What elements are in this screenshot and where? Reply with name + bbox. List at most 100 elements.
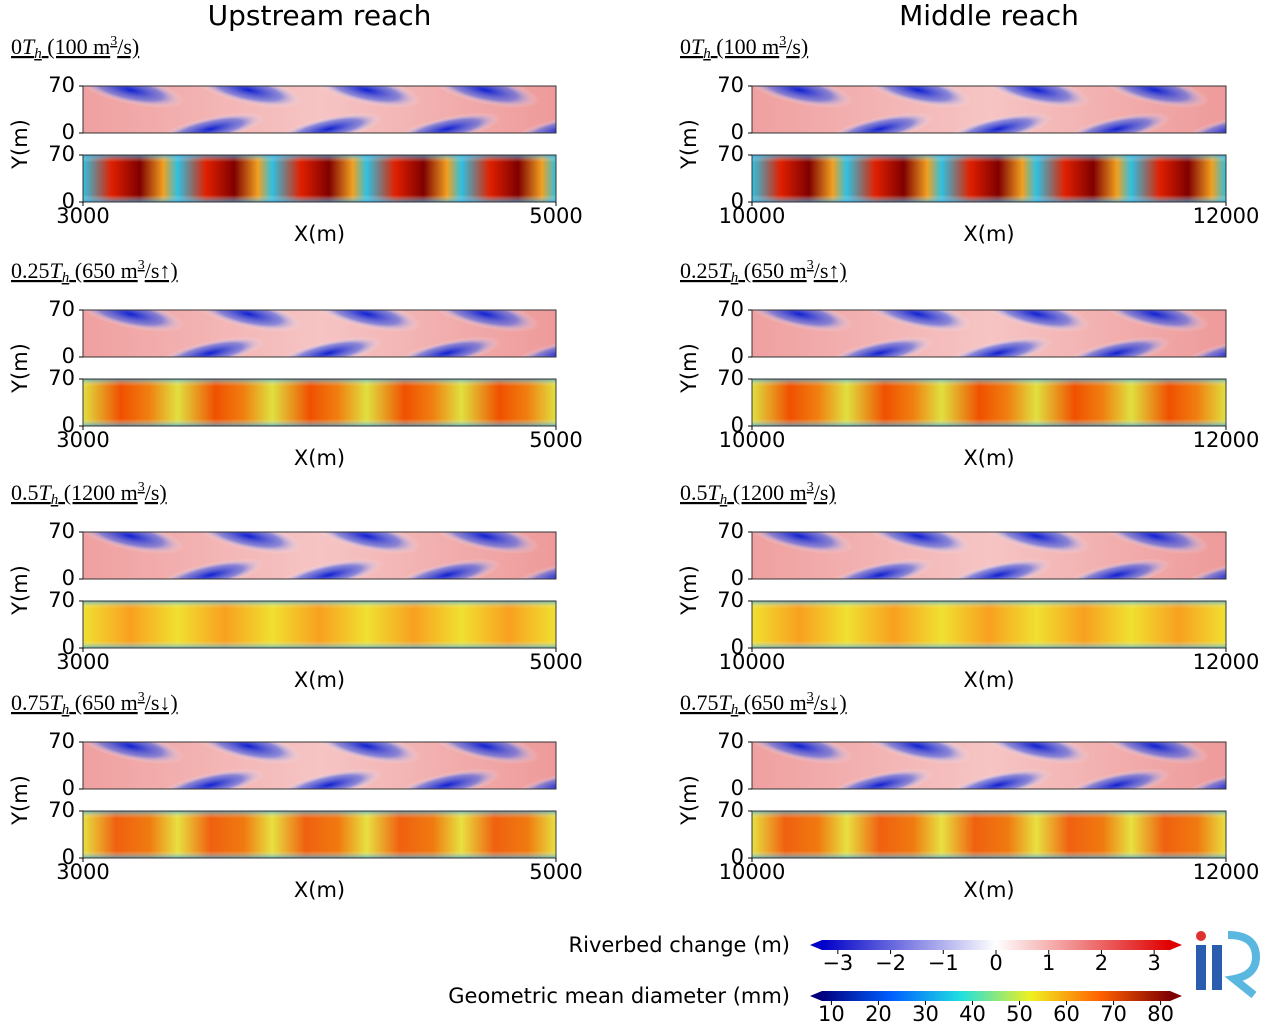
- label-part: (100 m: [711, 34, 779, 59]
- y-tick-label: 70: [717, 73, 744, 97]
- label-part: T: [50, 690, 64, 715]
- panel-label: 0.75Th (650 m3/s↓): [680, 690, 847, 718]
- colorbar: [822, 940, 1170, 950]
- y-axis-label: Y(m): [677, 775, 701, 826]
- field-edge: [83, 601, 556, 648]
- y-tick-label: 0: [62, 566, 75, 590]
- label-part: /s): [117, 34, 139, 59]
- y-axis-label: Y(m): [677, 565, 701, 616]
- label-part: (650 m: [69, 258, 137, 283]
- label-part: 3: [807, 258, 814, 273]
- label-part: T: [719, 258, 733, 283]
- y-axis-label: Y(m): [8, 119, 32, 170]
- colorbar-tick-label: 3: [1147, 951, 1160, 975]
- plot-frame: [751, 154, 1227, 203]
- plot-frame: [751, 85, 1227, 134]
- x-tick-label: 12000: [1193, 860, 1260, 884]
- scour: [826, 558, 934, 579]
- scour: [194, 310, 303, 332]
- colorbar-tick-label: 80: [1147, 1002, 1174, 1026]
- field-edge: [752, 811, 1226, 858]
- column-title: Upstream reach: [208, 0, 432, 32]
- diameter-field: [752, 601, 1226, 648]
- y-tick-label: 0: [731, 344, 744, 368]
- label-part: /s↑): [814, 258, 847, 283]
- x-tick-label: 12000: [1193, 428, 1260, 452]
- scour: [393, 768, 502, 789]
- field-edge: [83, 811, 556, 858]
- y-tick-label: 0: [731, 413, 744, 437]
- colorbar-arrow: [1170, 991, 1182, 1001]
- label-part: T: [719, 690, 733, 715]
- x-tick-label: 3000: [56, 860, 109, 884]
- label-part: 3: [138, 690, 145, 705]
- y-tick-label: 70: [717, 366, 744, 390]
- scour: [982, 86, 1091, 108]
- scour: [431, 532, 539, 554]
- plot-frame: [82, 85, 557, 134]
- label-part: 3: [807, 480, 814, 495]
- scour: [1063, 768, 1171, 789]
- label-part: h: [62, 270, 70, 286]
- plot-frame: [82, 810, 557, 859]
- column-title: Middle reach: [899, 0, 1079, 32]
- scour: [1063, 112, 1171, 133]
- label-part: 0: [680, 34, 691, 59]
- field-edge: [83, 379, 556, 426]
- diameter-field: [752, 379, 1226, 426]
- colorbar-tick-label: 70: [1100, 1002, 1127, 1026]
- scour: [83, 310, 185, 332]
- x-tick-label: 5000: [529, 650, 582, 674]
- scour: [156, 336, 265, 357]
- y-tick-label: 0: [731, 776, 744, 800]
- y-tick-label: 0: [62, 189, 75, 213]
- plot-frame: [751, 309, 1227, 358]
- x-tick-label: 10000: [719, 428, 786, 452]
- x-tick-label: 5000: [529, 204, 582, 228]
- label-part: 0.75: [11, 690, 50, 715]
- label-part: h: [62, 702, 70, 718]
- scour: [752, 310, 854, 332]
- scour: [312, 742, 421, 764]
- label-part: /s↓): [145, 690, 178, 715]
- x-axis-label: X(m): [294, 446, 345, 470]
- plot-frame: [82, 741, 557, 790]
- x-axis-label: X(m): [963, 668, 1014, 692]
- y-axis-label: Y(m): [8, 343, 32, 394]
- riverbed-field: [83, 86, 556, 133]
- scour: [826, 768, 934, 789]
- plot-frame: [751, 600, 1227, 649]
- label-part: /s): [786, 34, 808, 59]
- diameter-field: [83, 601, 556, 648]
- scour: [1101, 310, 1209, 332]
- scour: [194, 742, 303, 764]
- scour: [83, 532, 185, 554]
- y-tick-label: 70: [48, 142, 75, 166]
- riverbed-field: [83, 742, 556, 789]
- scour: [83, 86, 185, 108]
- y-tick-label: 0: [731, 845, 744, 869]
- panel-label: 0Th (100 m3/s): [11, 34, 139, 62]
- scour: [826, 112, 934, 133]
- label-part: (650 m: [738, 258, 806, 283]
- scour: [752, 86, 854, 108]
- colorbar-tick-label: −1: [928, 951, 959, 975]
- x-tick-label: 3000: [56, 428, 109, 452]
- scour: [312, 532, 421, 554]
- y-tick-label: 0: [62, 413, 75, 437]
- y-tick-label: 0: [731, 120, 744, 144]
- y-tick-label: 70: [48, 73, 75, 97]
- riverbed-field: [752, 532, 1226, 579]
- y-tick-label: 0: [62, 635, 75, 659]
- scour: [982, 532, 1091, 554]
- diameter-field: [83, 155, 556, 202]
- scour: [864, 86, 972, 108]
- scour: [156, 112, 265, 133]
- field-edge: [752, 155, 1226, 202]
- y-tick-label: 70: [48, 588, 75, 612]
- logo: [1196, 931, 1261, 999]
- x-tick-label: 10000: [719, 204, 786, 228]
- scour: [1101, 532, 1209, 554]
- panel-label: 0.25Th (650 m3/s↑): [11, 258, 178, 286]
- x-tick-label: 5000: [529, 428, 582, 452]
